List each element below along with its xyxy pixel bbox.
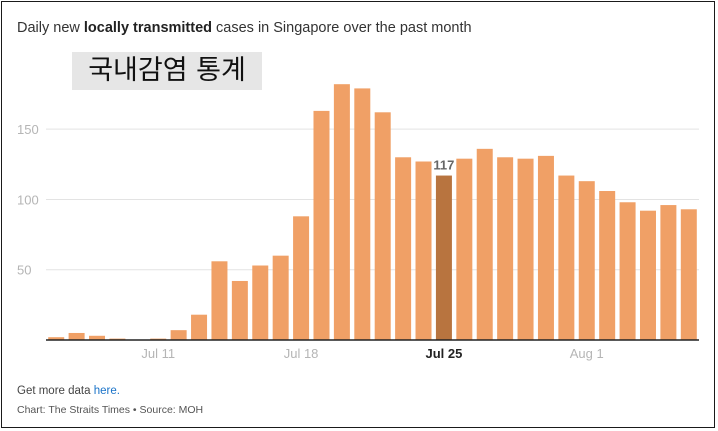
bar <box>395 157 412 340</box>
y-tick-label: 100 <box>17 192 39 207</box>
bar <box>517 158 534 340</box>
bar <box>497 157 514 340</box>
title-suffix: cases in Singapore over the past month <box>212 20 472 36</box>
bar <box>293 216 310 340</box>
more-data-link[interactable]: here. <box>93 385 120 397</box>
bar <box>435 175 452 340</box>
more-data-text: Get more data <box>17 385 94 397</box>
x-tick-label: Jul 18 <box>284 346 319 361</box>
bar <box>191 314 208 340</box>
bar <box>639 210 656 340</box>
bar <box>415 161 432 340</box>
bar <box>333 84 350 340</box>
x-tick-label: Aug 1 <box>570 346 604 361</box>
data-label: 117 <box>433 158 454 173</box>
title-prefix: Daily new <box>17 20 84 36</box>
bar <box>170 330 187 340</box>
more-data-line: Get more data here. <box>17 385 120 397</box>
x-tick-label: Jul 25 <box>425 346 462 361</box>
y-tick-label: 150 <box>17 122 39 137</box>
bar <box>599 191 616 340</box>
korean-overlay-label: 국내감염 통계 <box>72 52 262 90</box>
chart-title: Daily new locally transmitted cases in S… <box>17 20 472 36</box>
bar <box>619 202 636 340</box>
bar <box>456 158 473 340</box>
bar <box>231 280 248 340</box>
source-credit: Chart: The Straits Times • Source: MOH <box>17 404 204 416</box>
bar <box>680 209 697 340</box>
title-emphasis: locally transmitted <box>83 20 213 36</box>
y-tick-label: 50 <box>17 263 31 278</box>
bar <box>354 88 371 341</box>
bar <box>89 335 106 340</box>
bar <box>211 261 228 340</box>
bar <box>660 205 677 340</box>
bar <box>252 265 269 340</box>
bar <box>272 255 289 340</box>
bar <box>68 332 85 340</box>
x-tick-label: Jul 11 <box>141 346 175 361</box>
bar <box>578 181 595 340</box>
bar <box>374 112 391 340</box>
bar <box>48 337 65 340</box>
bar <box>313 110 330 341</box>
bar <box>558 175 575 340</box>
bar <box>476 148 493 340</box>
bar <box>537 155 554 340</box>
